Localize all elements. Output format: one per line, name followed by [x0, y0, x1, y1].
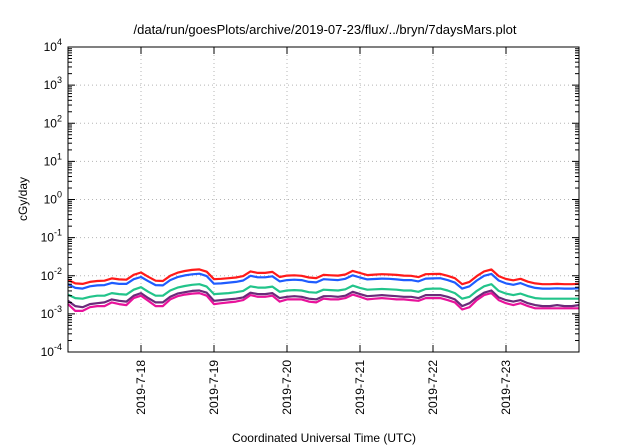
x-tick-label: 2019-7-19 [207, 360, 221, 415]
x-axis-label: Coordinated Universal Time (UTC) [232, 431, 416, 445]
series-line-5 [67, 292, 579, 312]
y-tick-label: 104 [44, 37, 62, 54]
x-axis: 2019-7-18 2019-7-19 2019-7-20 2019-7-21 2019… [134, 47, 513, 415]
chart-title: /data/run/goesPlots/archive/2019-07-23/f… [134, 22, 517, 37]
y-axis: 10-4 10-3 10-2 10-1 100 101 102 103 104 [41, 37, 579, 359]
y-tick-label: 103 [44, 75, 62, 92]
x-tick-label: 2019-7-21 [353, 360, 367, 415]
series-lines [67, 268, 580, 312]
y-tick-label: 10-3 [41, 304, 62, 321]
y-tick-label: 10-1 [41, 228, 62, 245]
y-tick-label: 102 [44, 113, 62, 130]
y-axis-label: cGy/day [16, 177, 30, 221]
x-tick-label: 2019-7-18 [134, 360, 148, 415]
series-line-3 [67, 283, 579, 300]
y-tick-label: 101 [44, 151, 62, 168]
grid-lines [68, 47, 579, 352]
y-tick-label: 10-2 [41, 266, 62, 283]
y-tick-label: 100 [44, 190, 62, 207]
x-tick-label: 2019-7-22 [426, 360, 440, 415]
x-tick-label: 2019-7-23 [499, 360, 513, 415]
series-line-2 [67, 272, 580, 290]
series-line-4 [67, 289, 580, 309]
series-line-1 [67, 268, 580, 286]
x-tick-label: 2019-7-20 [280, 360, 294, 415]
y-tick-label: 10-4 [41, 342, 62, 359]
